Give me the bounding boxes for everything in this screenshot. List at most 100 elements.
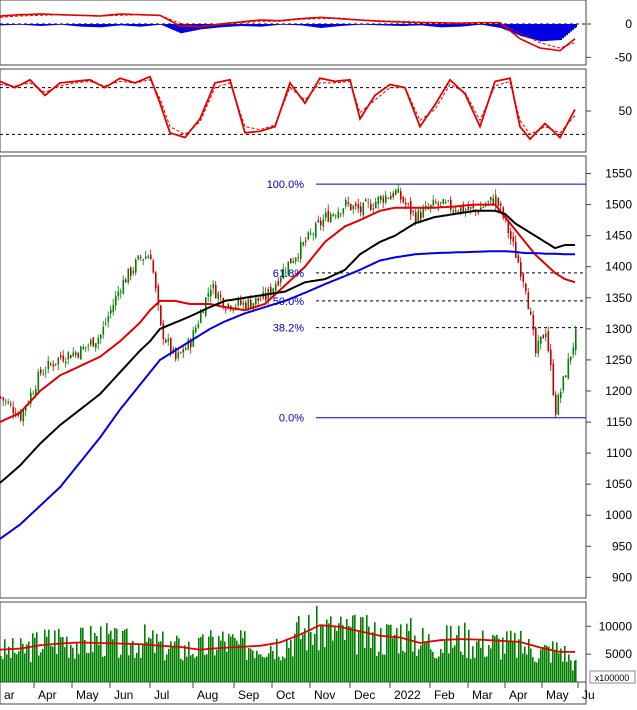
macd-histogram-bar: [454, 24, 456, 27]
volume-bar: [230, 636, 232, 682]
macd-histogram-bar: [134, 24, 136, 27]
candle-body: [205, 297, 207, 316]
candle-body: [150, 254, 152, 260]
volume-bar: [314, 633, 316, 682]
candle-body: [292, 261, 295, 263]
macd-histogram-bar: [164, 24, 166, 27]
volume-bar: [502, 637, 504, 682]
macd-histogram-bar: [64, 24, 66, 26]
macd-histogram-bar: [188, 24, 190, 32]
macd-histogram-bar: [148, 24, 150, 26]
volume-bar: [518, 639, 520, 682]
volume-bar: [180, 658, 182, 682]
macd-histogram-bar: [560, 24, 562, 40]
macd-histogram-bar: [374, 24, 376, 26]
macd-histogram-bar: [570, 24, 572, 32]
volume-bar: [424, 641, 426, 682]
macd-histogram-bar: [270, 24, 272, 26]
macd-histogram-bar: [360, 24, 362, 25]
macd-histogram-bar: [492, 24, 494, 27]
macd-histogram-bar: [448, 24, 450, 28]
macd-histogram-bar: [464, 24, 466, 27]
volume-bar: [458, 625, 460, 682]
volume-bar: [380, 628, 382, 682]
volume-bar: [174, 641, 176, 682]
candle-body: [385, 195, 387, 203]
macd-histogram-bar: [294, 24, 296, 26]
volume-bar: [220, 640, 222, 682]
macd-y-tick-label: 0: [625, 17, 632, 31]
macd-histogram-bar: [112, 24, 114, 27]
volume-bar: [30, 662, 32, 682]
volume-bar: [154, 653, 156, 682]
macd-histogram-bar: [494, 24, 496, 27]
volume-bar: [388, 625, 390, 682]
candle-body: [237, 298, 240, 306]
candle-body: [165, 339, 167, 343]
candle-body: [477, 211, 480, 214]
macd-histogram-bar: [456, 24, 458, 27]
macd-histogram-bar: [430, 24, 432, 27]
macd-histogram-bar: [108, 24, 110, 27]
volume-bar: [176, 635, 178, 682]
macd-histogram-bar: [78, 24, 80, 27]
macd-histogram-bar: [470, 24, 472, 26]
volume-bar: [492, 634, 494, 682]
macd-histogram-bar: [332, 24, 334, 27]
volume-bar: [110, 630, 112, 682]
candle-body: [140, 257, 142, 258]
candle-body: [447, 200, 450, 202]
volume-bar: [398, 653, 400, 682]
volume-bar: [574, 660, 576, 682]
volume-bar: [214, 655, 216, 682]
macd-histogram-bar: [218, 24, 220, 28]
candle-body: [130, 267, 132, 276]
volume-bar: [24, 653, 26, 682]
candle-body: [210, 289, 212, 297]
volume-bar: [300, 639, 302, 682]
macd-histogram-bar: [450, 24, 452, 27]
volume-bar: [446, 625, 448, 682]
volume-bar: [62, 637, 64, 682]
volume-bar: [338, 623, 340, 682]
macd-histogram-bar: [174, 24, 176, 31]
macd-histogram-bar: [176, 24, 178, 32]
macd-histogram-bar: [36, 24, 38, 26]
macd-histogram-bar: [0, 24, 2, 26]
macd-histogram-bar: [484, 24, 486, 26]
macd-histogram-bar: [18, 24, 20, 25]
macd-histogram-bar: [224, 24, 226, 28]
volume-bar: [266, 657, 268, 682]
price-y-tick-label: 1450: [605, 229, 632, 243]
macd-histogram-bar: [532, 24, 534, 40]
candle-body: [482, 207, 485, 209]
candle-body: [32, 393, 35, 395]
volume-bar: [262, 657, 264, 682]
volume-bar: [504, 653, 506, 682]
macd-histogram-bar: [228, 24, 230, 27]
macd-histogram-bar: [398, 24, 400, 26]
macd-histogram-bar: [216, 24, 218, 28]
candle-body: [72, 352, 75, 357]
macd-histogram-bar: [466, 24, 468, 27]
macd-histogram-bar: [334, 24, 336, 27]
volume-bar: [430, 649, 432, 682]
volume-bar: [402, 650, 404, 682]
volume-bar: [575, 659, 577, 682]
macd-histogram-bar: [446, 24, 448, 28]
candle-body: [322, 219, 325, 227]
volume-bar: [508, 641, 510, 682]
volume-bar: [250, 648, 252, 682]
volume-y-tick-label: 10000: [599, 619, 633, 633]
price-y-tick-label: 1300: [605, 322, 632, 336]
candle-body: [110, 309, 112, 314]
volume-bar: [228, 633, 230, 682]
volume-bar: [28, 641, 30, 682]
macd-histogram-bar: [486, 24, 488, 26]
macd-histogram-bar: [416, 24, 418, 26]
macd-histogram-bar: [342, 24, 344, 26]
volume-bar: [482, 630, 484, 682]
volume-bar: [212, 636, 214, 682]
volume-bar: [170, 641, 172, 682]
volume-bar: [460, 651, 462, 682]
